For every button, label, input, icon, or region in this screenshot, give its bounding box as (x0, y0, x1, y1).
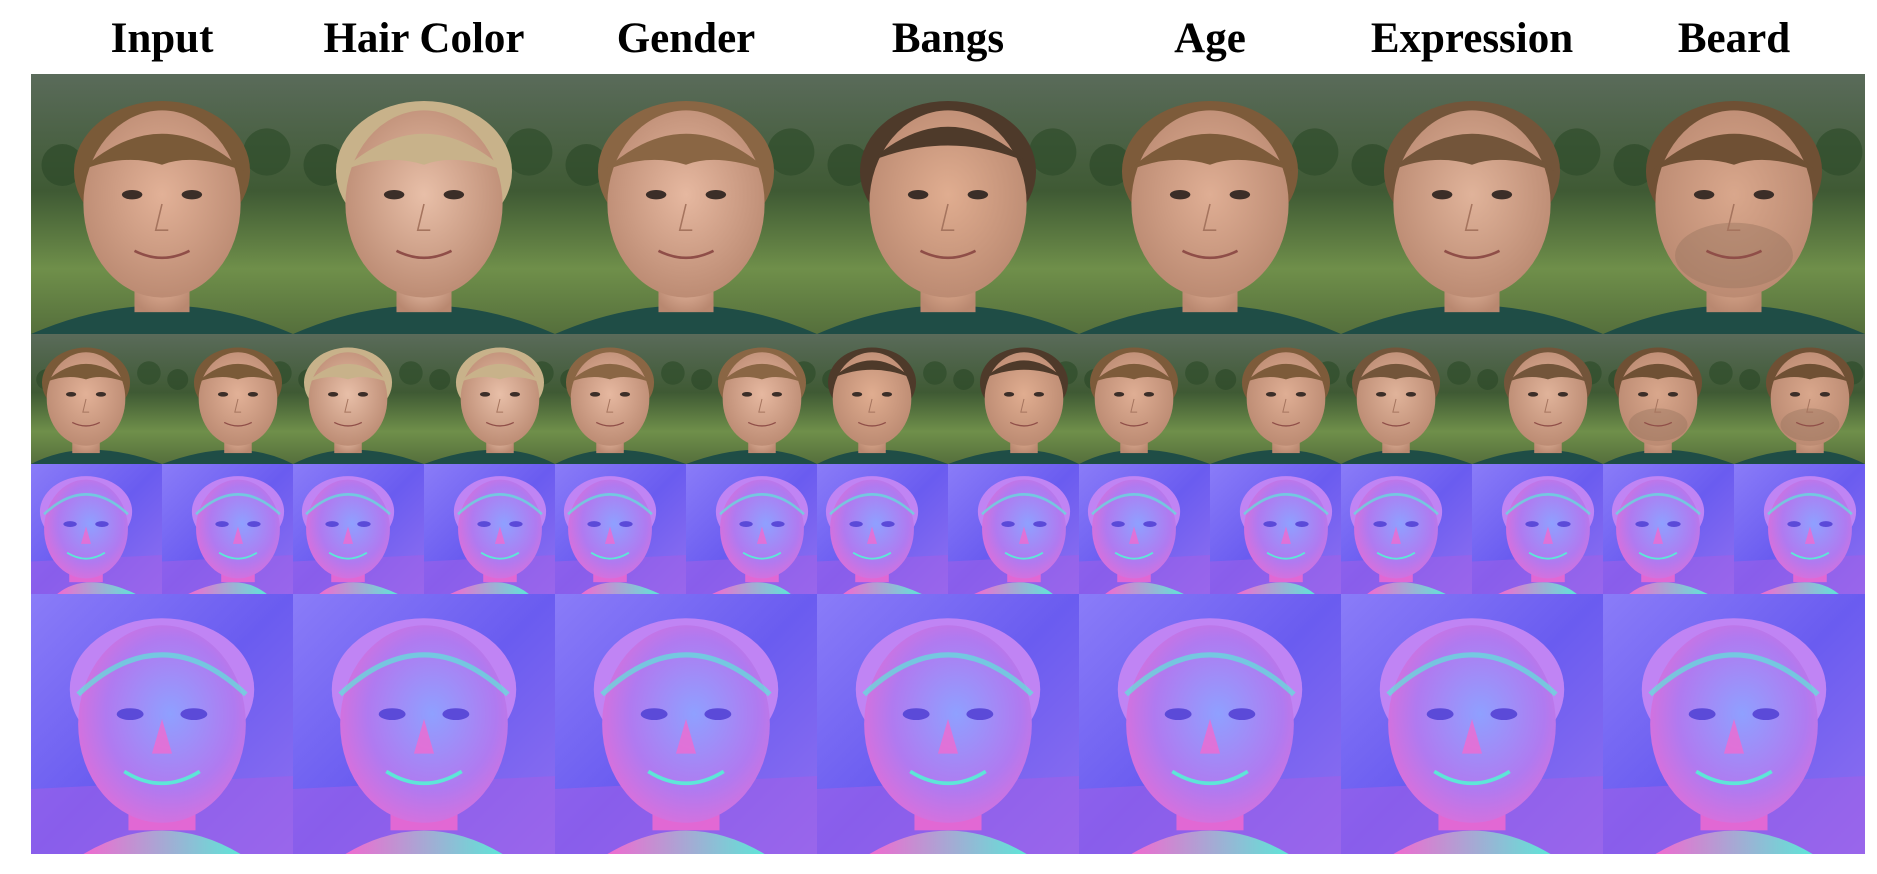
left-view-image (1341, 334, 1472, 464)
front-view-normal-map (817, 594, 1079, 854)
multi-view-normal-map-pair (293, 464, 555, 594)
left-view-image (817, 334, 948, 464)
face-edit-grid (31, 74, 1867, 854)
column-label: Age (1174, 15, 1246, 62)
right-view-image (1734, 334, 1865, 464)
multi-view-normal-map-pair (555, 464, 817, 594)
right-view-normal-map (1472, 464, 1603, 594)
left-view-normal-map (293, 464, 424, 594)
front-view-normal-map (555, 594, 817, 854)
front-view-image (31, 74, 293, 334)
front-view-normal-map (1603, 594, 1865, 854)
column-label: Hair Color (323, 15, 525, 62)
front-view-image (1603, 74, 1865, 334)
left-view-image (1603, 334, 1734, 464)
left-view-normal-map (31, 464, 162, 594)
left-view-image (555, 334, 686, 464)
column-label: Gender (616, 15, 756, 62)
result-column (293, 74, 555, 854)
result-column (1079, 74, 1341, 854)
left-view-image (1079, 334, 1210, 464)
front-view-image (293, 74, 555, 334)
multi-view-image-pair (1603, 334, 1865, 464)
front-view-normal-map (293, 594, 555, 854)
right-view-image (162, 334, 293, 464)
multi-view-image-pair (31, 334, 293, 464)
left-view-normal-map (555, 464, 686, 594)
right-view-image (424, 334, 555, 464)
result-column (1603, 74, 1865, 854)
front-view-normal-map (1079, 594, 1341, 854)
right-view-normal-map (948, 464, 1079, 594)
right-view-normal-map (686, 464, 817, 594)
result-column (817, 74, 1079, 854)
left-view-image (293, 334, 424, 464)
right-view-normal-map (1210, 464, 1341, 594)
column-label: Beard (1677, 15, 1791, 62)
result-column (1341, 74, 1603, 854)
multi-view-normal-map-pair (1341, 464, 1603, 594)
result-column (31, 74, 293, 854)
left-view-image (31, 334, 162, 464)
multi-view-image-pair (293, 334, 555, 464)
multi-view-normal-map-pair (1603, 464, 1865, 594)
right-view-normal-map (424, 464, 555, 594)
multi-view-normal-map-pair (31, 464, 293, 594)
front-view-normal-map (31, 594, 293, 854)
multi-view-normal-map-pair (817, 464, 1079, 594)
right-view-image (948, 334, 1079, 464)
left-view-normal-map (817, 464, 948, 594)
right-view-normal-map (1734, 464, 1865, 594)
right-view-image (1472, 334, 1603, 464)
multi-view-image-pair (1341, 334, 1603, 464)
left-view-normal-map (1603, 464, 1734, 594)
multi-view-image-pair (1079, 334, 1341, 464)
multi-view-normal-map-pair (1079, 464, 1341, 594)
right-view-image (686, 334, 817, 464)
right-view-normal-map (162, 464, 293, 594)
left-view-normal-map (1341, 464, 1472, 594)
front-view-image (555, 74, 817, 334)
front-view-image (1079, 74, 1341, 334)
front-view-image (1341, 74, 1603, 334)
right-view-image (1210, 334, 1341, 464)
multi-view-image-pair (817, 334, 1079, 464)
column-header-row: Input Hair Color Gender Bangs Age Expression B… (31, 8, 1867, 70)
column-label: Input (110, 15, 214, 62)
column-label: Bangs (891, 15, 1005, 62)
column-label: Expression (1370, 15, 1574, 62)
front-view-normal-map (1341, 594, 1603, 854)
front-view-image (817, 74, 1079, 334)
result-column (555, 74, 817, 854)
left-view-normal-map (1079, 464, 1210, 594)
multi-view-image-pair (555, 334, 817, 464)
